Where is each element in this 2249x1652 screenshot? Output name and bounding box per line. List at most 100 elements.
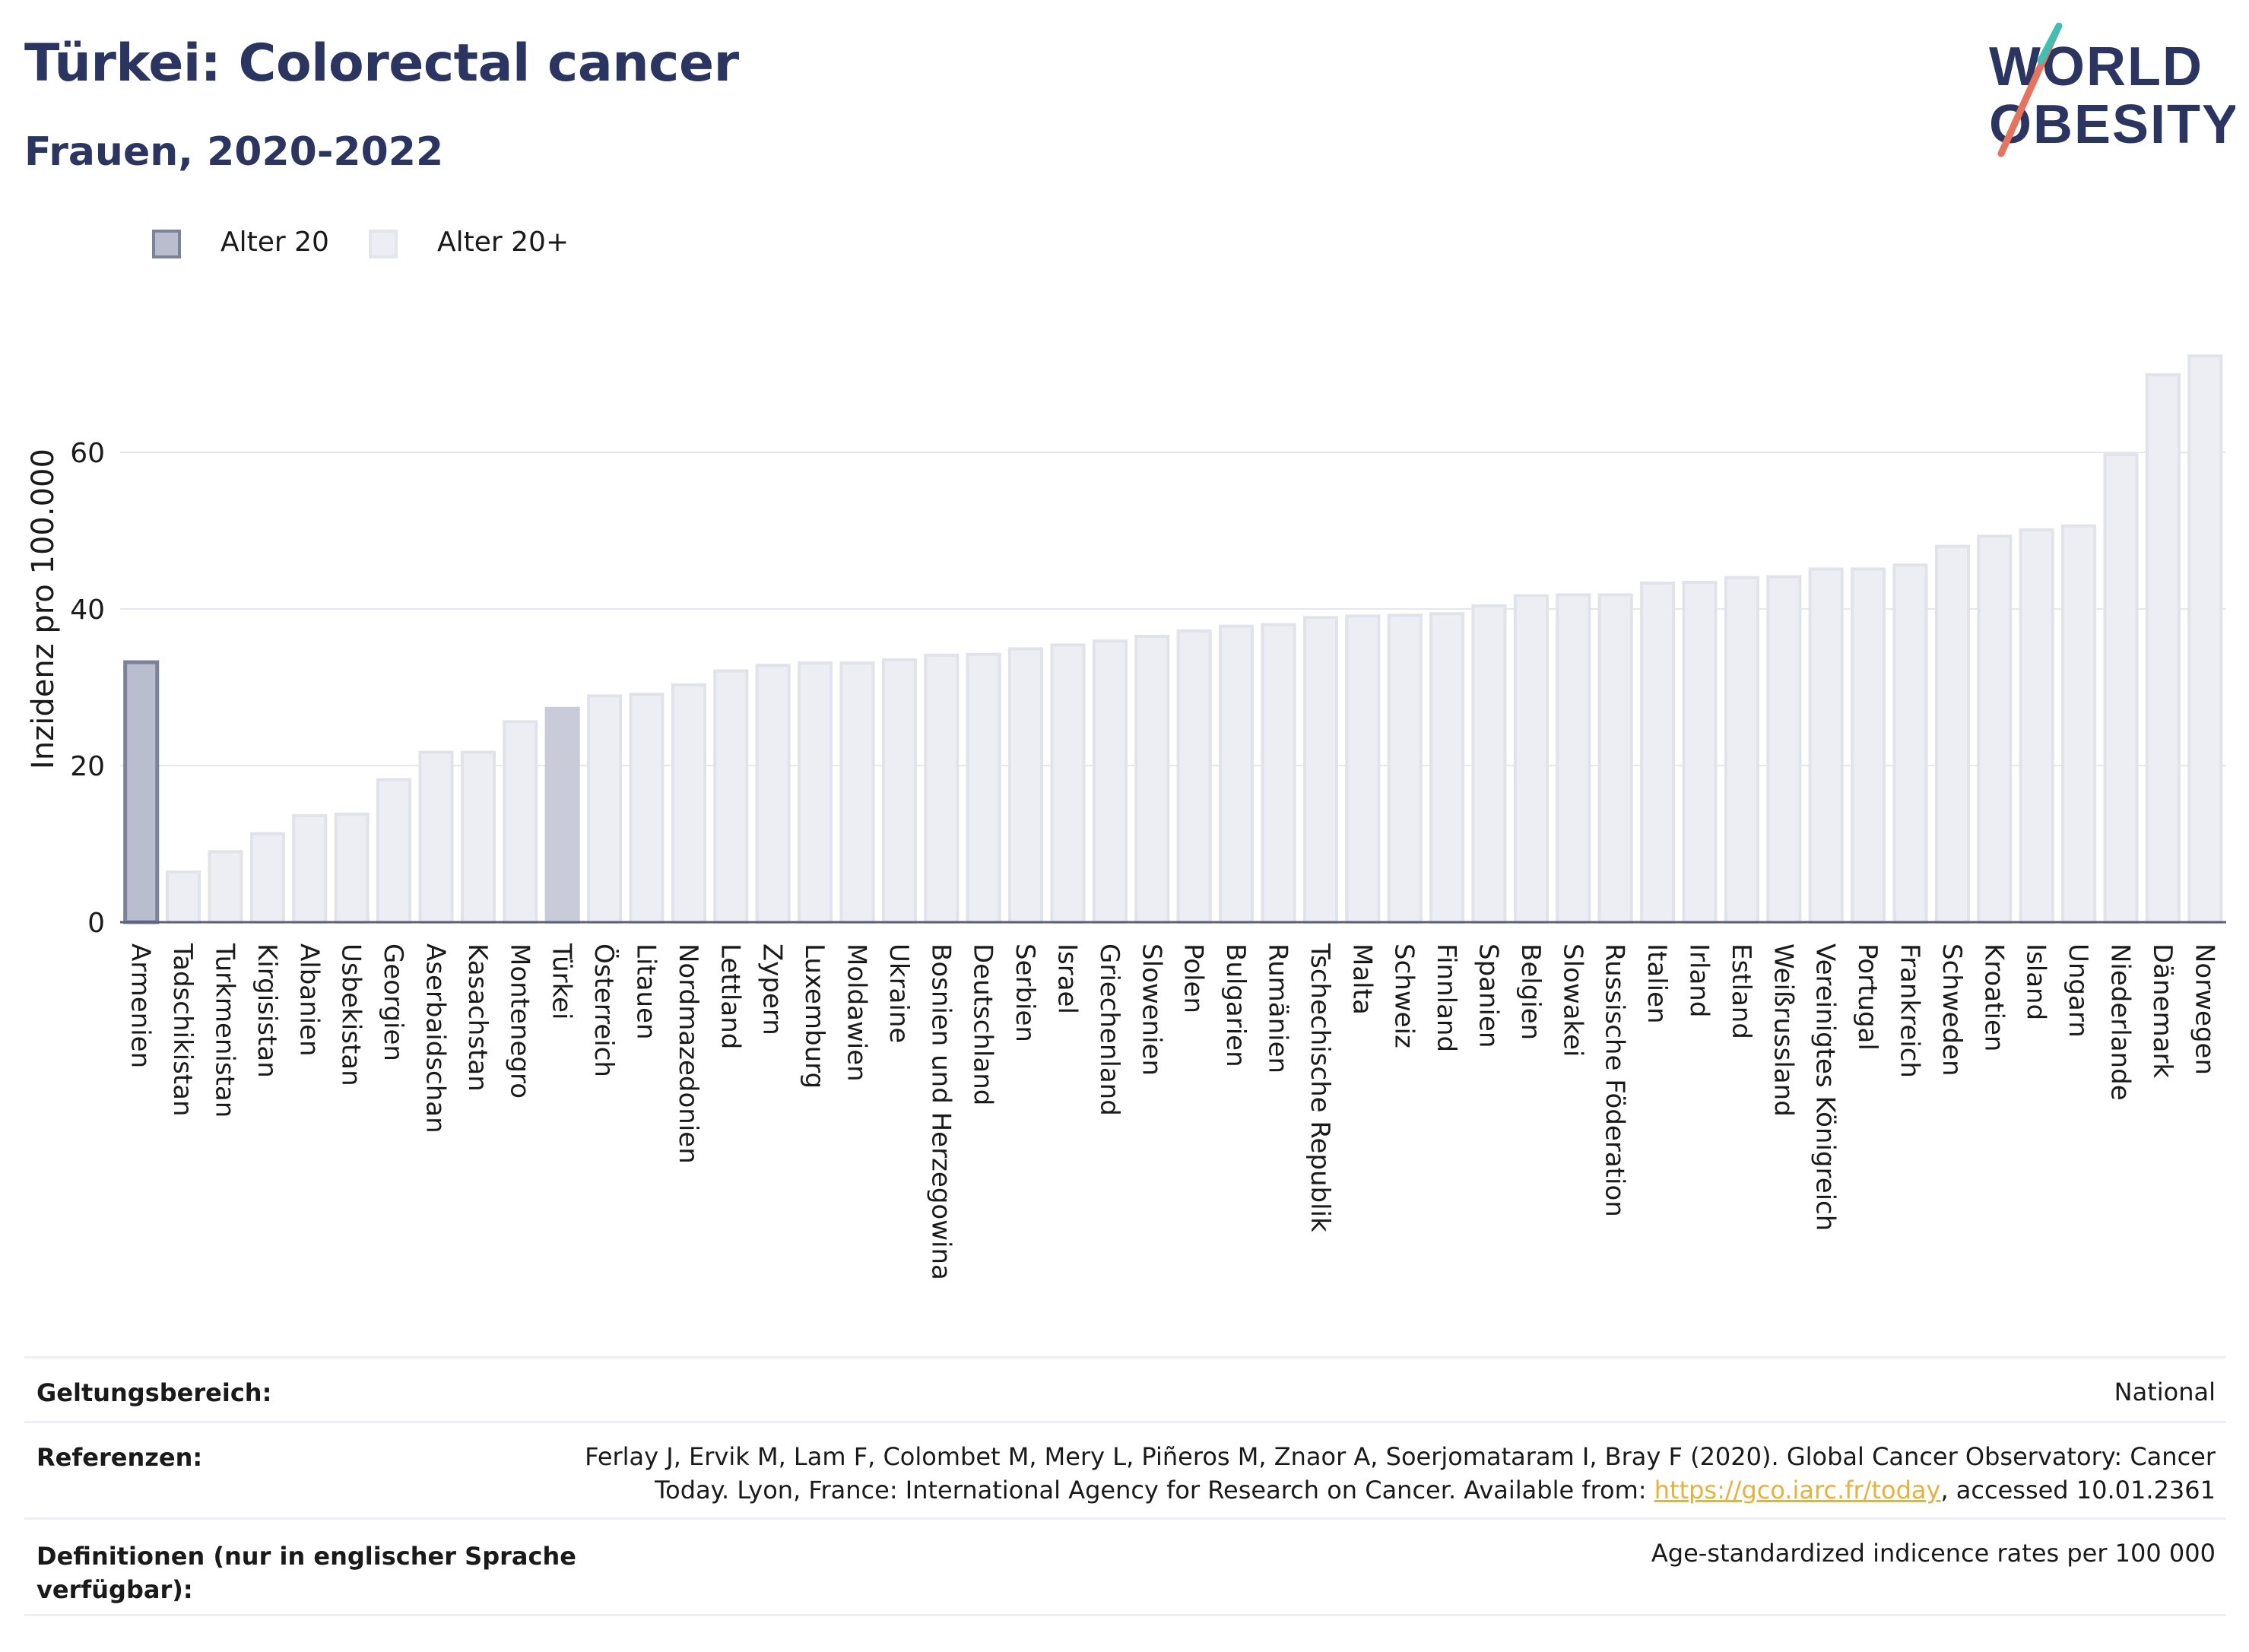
x-tick-label: Kroatien [1978,943,2009,1051]
x-tick-label: Israel [1052,943,1083,1014]
x-tick-label: Belgien [1515,943,1546,1040]
bar-alter-20-plus [503,720,538,924]
bar-alter-20-plus [1934,544,1970,924]
bar-alter-20-plus [839,661,875,924]
legend-label-alter-20: Alter 20 [220,227,329,258]
x-tick-label: Griechenland [1094,943,1124,1116]
x-tick-label: Ungarn [2063,943,2093,1038]
bar-alter-20-plus [587,694,623,924]
references-text: Ferlay J, Ervik M, Lam F, Colombet M, Me… [585,1440,2216,1507]
bar-alter-20-plus [1597,593,1633,924]
definitions-value: Age-standardized indicence rates per 100… [1651,1539,2216,1568]
bar-alter-20-plus [1092,639,1128,924]
y-tick-label: 40 [70,595,105,626]
bar-alter-20-plus [1261,623,1296,924]
x-tick-label: Kasachstan [462,943,493,1092]
bar-alter-20-plus [208,850,243,924]
bar-alter-20-plus [1387,614,1423,924]
x-tick-label: Türkei [547,943,577,1019]
x-tick-label: Zypern [757,943,788,1035]
x-tick-label: Bulgarien [1220,943,1251,1067]
y-tick-label: 0 [87,908,105,939]
bar-alter-20-plus [2145,373,2181,924]
bar-alter-20-plus [671,683,706,924]
x-tick-label: Island [2021,943,2051,1020]
x-tick-label: Schweden [1937,943,1967,1076]
bar-alter-20-plus [544,706,580,924]
bar-alter-20-plus [924,653,960,924]
bar-alter-20-plus [249,832,285,924]
scope-label: Geltungsbereich: [36,1378,272,1407]
x-tick-label: Dänemark [2147,943,2178,1078]
bar-alter-20 [123,660,160,924]
bar-alter-20-plus [1682,580,1718,924]
definitions-row: Definitionen (nur in englischer Sprache … [24,1517,2226,1616]
bar-alter-20-plus [798,661,833,924]
bar-alter-20-plus [1008,647,1044,924]
references-line-2: Today. Lyon, France: International Agenc… [585,1473,2216,1507]
bar-alter-20-plus [881,658,917,924]
bar-alter-20-plus [1808,567,1844,924]
bar-alter-20-plus [2103,453,2139,924]
legend-label-alter-20-plus: Alter 20+ [437,227,569,258]
bar-alter-20-plus [1302,616,1338,924]
bar-alter-20-plus [629,693,665,924]
bar-alter-20-plus [1556,593,1591,924]
x-tick-label: Moldawien [842,943,872,1082]
x-tick-label: Georgien [378,943,408,1061]
x-tick-label: Schweiz [1389,943,1420,1048]
x-tick-label: Portugal [1852,943,1883,1051]
references-row: Referenzen: Ferlay J, Ervik M, Lam F, Co… [24,1421,2226,1517]
bar-alter-20-plus [755,664,791,924]
bar-alter-20-plus [1766,575,1802,924]
references-label: Referenzen: [36,1443,203,1472]
x-tick-label: Deutschland [968,943,998,1105]
x-tick-label: Litauen [631,943,661,1040]
bar-alter-20-plus [1977,534,2013,924]
definitions-label-line-2: verfügbar): [36,1575,193,1604]
bar-alter-20-plus [334,812,370,924]
bar-alter-20-plus [1851,567,1886,924]
x-tick-label: Slowakei [1557,943,1588,1057]
world-obesity-logo: WORLD OBESITY [1989,23,2235,157]
definitions-label: Definitionen (nur in englischer Sprache … [36,1539,576,1606]
x-tick-label: Estland [1726,943,1756,1039]
x-tick-label: Malta [1347,943,1377,1015]
bar-alter-20-plus [1176,629,1212,924]
bar-alter-20-plus [1724,576,1759,924]
x-tick-label: Weißrussland [1768,943,1798,1117]
bar-alter-20-plus [1345,614,1381,924]
bar-alter-20-plus [1050,643,1086,924]
x-tick-label: Norwegen [2189,943,2219,1075]
x-tick-label: Rumänien [1263,943,1293,1073]
x-tick-label: Aserbaidschan [420,943,451,1134]
x-tick-label: Slowenien [1136,943,1166,1076]
x-tick-label: Niederlande [2105,943,2136,1101]
references-link[interactable]: https://gco.iarc.fr/today [1654,1476,1941,1505]
bar-alter-20-plus [1892,563,1928,924]
references-text-2: Today. Lyon, France: International Agenc… [655,1476,1654,1505]
bar-alter-20-plus [1134,635,1170,924]
bar-alter-20-plus [1429,612,1465,924]
x-tick-label: Vereinigtes Königreich [1810,943,1841,1231]
references-line-1: Ferlay J, Ervik M, Lam F, Colombet M, Me… [585,1442,2216,1471]
bar-alter-20-plus [460,750,496,924]
scope-row: Geltungsbereich: National [24,1356,2226,1421]
bar-alter-20-plus [1219,624,1255,924]
page-title: Türkei: Colorectal cancer [24,33,739,94]
references-text-3: , accessed 10.01.2361 [1940,1476,2216,1505]
x-tick-label: Österreich [588,943,620,1077]
svg-text:OBESITY: OBESITY [1989,94,2235,155]
legend-swatch-alter-20-plus [369,230,398,258]
x-tick-label: Nordmazedonien [673,943,703,1164]
y-tick-label: 20 [70,751,105,782]
x-tick-label: Spanien [1473,943,1504,1048]
x-tick-label: Frankreich [1895,943,1925,1078]
x-tick-label: Armenien [125,943,156,1068]
svg-text:WORLD: WORLD [1989,36,2203,97]
bar-alter-20-plus [376,778,412,924]
x-tick-label: Albanien [293,943,324,1057]
y-tick-label: 60 [70,438,105,469]
x-tick-label: Tadschikistan [167,943,198,1117]
bar-chart: 0 20 40 60 Inzidenz pro 100.000 Armenien Tadsc… [26,354,2226,1280]
